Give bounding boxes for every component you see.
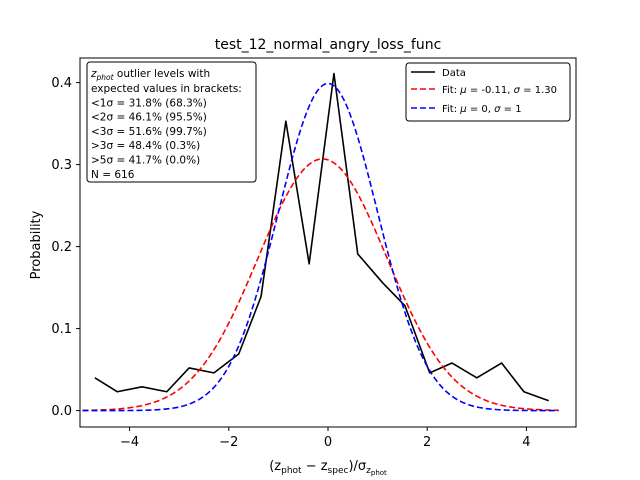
- x-axis-label: (zphot − zspec)/σzphot: [269, 459, 387, 477]
- outlier-stats-line: <1σ = 31.8% (68.3%): [91, 97, 207, 109]
- x-axis-label-part-3: )/σ: [348, 459, 366, 474]
- legend-frame: [405, 62, 571, 122]
- legend-blue-p1: μ: [459, 104, 466, 115]
- outlier-stats-lines: expected values in brackets: <1σ = 31.8% …: [91, 83, 242, 181]
- x-tick-label: −2: [219, 435, 238, 450]
- legend-blue-p2: = 0,: [467, 104, 494, 115]
- x-axis-label-part-1: (z: [269, 459, 281, 474]
- legend-red-p3: σ: [514, 85, 521, 96]
- legend-red-p1: μ: [459, 85, 466, 96]
- outlier-stats-line: <2σ = 46.1% (95.5%): [91, 112, 207, 124]
- y-tick-label: 0.1: [51, 322, 72, 337]
- legend: Data Fit: μ = -0.11, σ = 1.30 Fit: μ = 0…: [405, 62, 571, 122]
- legend-label-fit-blue: Fit: μ = 0, σ = 1: [442, 104, 522, 115]
- legend-red-p4: = 1.30: [520, 85, 557, 96]
- outlier-stats-header: zphot outlier levels with: [90, 68, 210, 82]
- x-axis-label-sub-3: z: [366, 466, 371, 476]
- x-axis-label-subsub: phot: [371, 469, 387, 477]
- outlier-stats-line: >3σ = 48.4% (0.3%): [91, 140, 200, 152]
- legend-blue-p3: σ: [494, 104, 501, 115]
- data-series-line: [94, 72, 549, 402]
- y-axis-label: Probability: [29, 210, 44, 279]
- chart-title: test_12_normal_angry_loss_func: [215, 37, 442, 53]
- outlier-stats-box: zphot outlier levels with expected value…: [86, 61, 257, 183]
- y-tick-label: 0.4: [51, 76, 72, 91]
- outlier-stats-header-sub: phot: [96, 73, 115, 82]
- legend-blue-p4: = 1: [500, 104, 521, 115]
- outlier-stats-line: <3σ = 51.6% (99.7%): [91, 126, 207, 138]
- x-axis-label-sub-2: spec: [328, 466, 349, 476]
- outlier-stats-header-sym: z: [90, 68, 97, 80]
- legend-blue-p0: Fit:: [442, 104, 460, 115]
- legend-red-p2: = -0.11,: [467, 85, 514, 96]
- legend-swatches: [411, 71, 435, 109]
- x-axis-label-part-2: − z: [302, 459, 328, 474]
- legend-label-data: Data: [442, 68, 466, 79]
- y-tick-label: 0.0: [51, 404, 72, 419]
- legend-red-p0: Fit:: [442, 85, 460, 96]
- fit-red-series-line: [82, 158, 559, 412]
- legend-label-fit-red: Fit: μ = -0.11, σ = 1.30: [442, 85, 557, 96]
- outlier-stats-line: >5σ = 41.7% (0.0%): [91, 155, 200, 167]
- outlier-stats-header-rest: outlier levels with: [114, 68, 211, 80]
- outlier-stats-line: expected values in brackets:: [91, 83, 242, 95]
- y-tick-label: 0.3: [51, 158, 72, 173]
- x-tick-label: 0: [324, 435, 332, 450]
- fit-blue-series-line: [82, 82, 559, 412]
- outlier-stats-line: N = 616: [91, 169, 135, 181]
- outlier-stats-box-frame: [86, 61, 257, 183]
- x-tick-label: 2: [423, 435, 431, 450]
- x-axis-label-sub-1: phot: [281, 466, 302, 476]
- plot-area: −4 −2 0 2 4 0.0 0.1 0.2 0.3 0.4: [51, 57, 577, 450]
- x-tick-label: 4: [522, 435, 530, 450]
- x-tick-label: −4: [120, 435, 139, 450]
- y-tick-label: 0.2: [51, 240, 72, 255]
